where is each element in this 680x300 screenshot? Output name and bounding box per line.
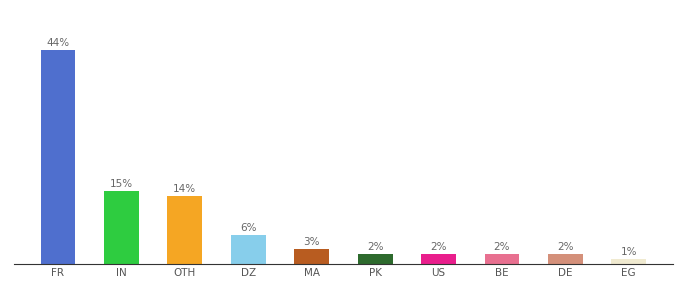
Text: 6%: 6% bbox=[240, 223, 256, 233]
Text: 2%: 2% bbox=[430, 242, 447, 252]
Bar bbox=[421, 254, 456, 264]
Bar bbox=[358, 254, 392, 264]
Bar bbox=[104, 191, 139, 264]
Text: 3%: 3% bbox=[303, 238, 320, 248]
Bar bbox=[41, 50, 75, 264]
Text: 15%: 15% bbox=[110, 179, 133, 189]
Text: 44%: 44% bbox=[46, 38, 69, 48]
Bar bbox=[485, 254, 520, 264]
Bar bbox=[548, 254, 583, 264]
Text: 14%: 14% bbox=[173, 184, 197, 194]
Text: 2%: 2% bbox=[494, 242, 510, 252]
Text: 1%: 1% bbox=[621, 247, 637, 257]
Bar bbox=[611, 259, 646, 264]
Text: 2%: 2% bbox=[367, 242, 384, 252]
Bar bbox=[294, 249, 329, 264]
Bar bbox=[167, 196, 202, 264]
Text: 2%: 2% bbox=[557, 242, 574, 252]
Bar bbox=[231, 235, 266, 264]
